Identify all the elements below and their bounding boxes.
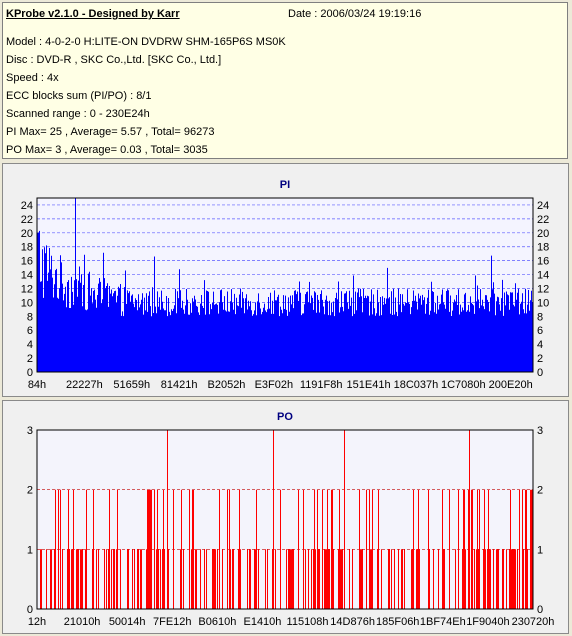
y-tick-label-left: 22: [21, 214, 33, 226]
plot-border: [36, 429, 534, 610]
y-tick-label-left: 24: [21, 200, 33, 212]
x-tick-label: 1C7080h: [441, 379, 486, 391]
x-tick-label: 81421h: [161, 379, 198, 391]
y-tick-label-left: 0: [27, 604, 33, 616]
x-tick-label: 1F9040h: [466, 616, 509, 628]
y-tick-label-right: 2: [537, 353, 543, 365]
x-tick-label: B2052h: [208, 379, 246, 391]
x-tick-label: 200E20h: [489, 379, 533, 391]
x-tick-label: 7FE12h: [153, 616, 192, 628]
chart-title: PI: [280, 179, 290, 191]
x-tick-label: 151E41h: [347, 379, 391, 391]
po-chart-panel: PO 0 0 1 1 2 2 3 3 12h 21010h 50014h 7FE12h B0610h E14…: [2, 400, 569, 634]
y-tick-label-right: 0: [537, 367, 543, 379]
plot-area: [37, 430, 533, 609]
po-chart: PO 0 0 1 1 2 2 3 3 12h 21010h 50014h 7FE12h B0610h E14…: [27, 411, 555, 628]
model-line: Model : 4-0-2-0 H:LITE-ON DVDRW SHM-165P…: [6, 36, 286, 48]
y-tick-label-right: 24: [537, 200, 549, 212]
y-tick-label-left: 18: [21, 242, 33, 254]
chart-title: PO: [277, 411, 293, 423]
ecc-line: ECC blocks sum (PI/PO) : 8/1: [6, 90, 152, 102]
pi-chart-panel: PI 0 0 2 2 4 4 6 6 8 8 10 10 12 12 14 14 16 16 18 18 20 20 22 22…: [2, 163, 569, 397]
y-tick-label-left: 2: [27, 353, 33, 365]
x-tick-label: 21010h: [64, 616, 101, 628]
x-tick-label: 230720h: [512, 616, 555, 628]
y-tick-label-right: 20: [537, 228, 549, 240]
x-tick-label: 22227h: [66, 379, 103, 391]
y-tick-label-left: 2: [27, 485, 33, 497]
x-tick-label: B0610h: [198, 616, 236, 628]
x-tick-label: 51659h: [113, 379, 150, 391]
po-bars: [40, 430, 533, 609]
x-tick-label: 14D876h: [330, 616, 375, 628]
x-tick-label: 18C037h: [394, 379, 439, 391]
x-tick-label: 50014h: [109, 616, 146, 628]
y-tick-label-left: 10: [21, 297, 33, 309]
x-tick-label: 115108h: [287, 616, 329, 628]
y-tick-label-right: 10: [537, 297, 549, 309]
pi-stats-line: PI Max= 25 , Average= 5.57 , Total= 9627…: [6, 126, 215, 138]
x-tick-label: 1BF74Eh: [420, 616, 466, 628]
x-tick-label: 84h: [28, 379, 46, 391]
y-tick-label-right: 1: [537, 544, 543, 556]
x-tick-label: 12h: [28, 616, 46, 628]
y-tick-label-left: 8: [27, 311, 33, 323]
po-stats-line: PO Max= 3 , Average= 0.03 , Total= 3035: [6, 144, 208, 156]
speed-line: Speed : 4x: [6, 72, 59, 84]
x-tick-label: 1191F8h: [300, 379, 343, 391]
x-tick-label: E3F02h: [255, 379, 294, 391]
y-tick-label-left: 12: [21, 283, 33, 295]
scan-date: Date : 2006/03/24 19:19:16: [288, 8, 422, 20]
y-tick-label-left: 4: [27, 339, 33, 351]
app-title: KProbe v2.1.0 - Designed by Karr: [6, 8, 180, 20]
y-tick-label-left: 3: [27, 425, 33, 437]
x-tick-label: 185F06h: [376, 616, 419, 628]
range-line: Scanned range : 0 - 230E24h: [6, 108, 150, 120]
info-panel: KProbe v2.1.0 - Designed by Karr Date : …: [2, 2, 568, 159]
y-tick-label-left: 20: [21, 228, 33, 240]
y-tick-label-left: 16: [21, 256, 33, 268]
y-tick-label-right: 22: [537, 214, 549, 226]
y-tick-label-right: 12: [537, 283, 549, 295]
y-tick-label-left: 0: [27, 367, 33, 379]
y-tick-label-left: 6: [27, 325, 33, 337]
y-tick-label-right: 0: [537, 604, 543, 616]
y-tick-label-right: 14: [537, 270, 549, 282]
y-tick-label-right: 8: [537, 311, 543, 323]
y-tick-label-right: 4: [537, 339, 543, 351]
y-tick-label-right: 3: [537, 425, 543, 437]
y-tick-label-right: 16: [537, 256, 549, 268]
y-tick-label-left: 14: [21, 270, 33, 282]
y-tick-label-left: 1: [27, 544, 33, 556]
y-tick-label-right: 6: [537, 325, 543, 337]
y-tick-label-right: 18: [537, 242, 549, 254]
x-tick-label: E1410h: [243, 616, 281, 628]
disc-line: Disc : DVD-R , SKC Co.,Ltd. [SKC Co., Lt…: [6, 54, 222, 66]
plot-border: [36, 197, 534, 373]
y-tick-label-right: 2: [537, 485, 543, 497]
